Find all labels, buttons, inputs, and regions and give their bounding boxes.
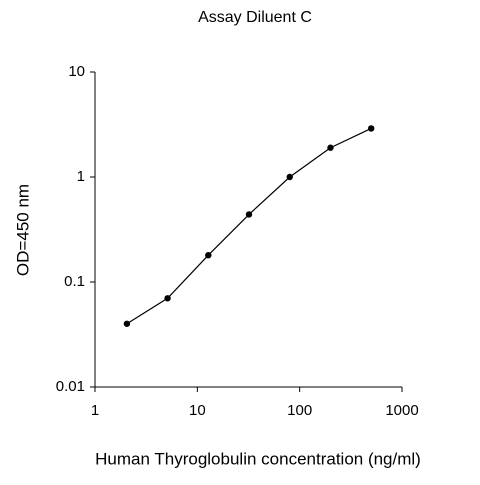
x-tick-label: 1: [91, 402, 99, 419]
point: [327, 144, 334, 151]
x-tick-label: 10: [189, 402, 206, 419]
x-axis-label: Human Thyroglobulin concentration (ng/ml…: [95, 449, 421, 468]
y-tick-label: 10: [68, 63, 85, 80]
y-axis-label: OD=450 nm: [13, 184, 32, 276]
y-tick-label: 0.01: [56, 378, 85, 395]
x-tick-label: 100: [287, 402, 312, 419]
y-tick-label: 1: [77, 168, 85, 185]
chart-title: Assay Diluent C: [198, 9, 312, 26]
point: [123, 320, 131, 327]
point: [286, 173, 293, 181]
point: [205, 251, 212, 259]
y-tick-label: 0.1: [64, 273, 85, 290]
point: [367, 125, 375, 132]
line: [126, 127, 372, 325]
x-tick-label: 1000: [385, 402, 418, 419]
point: [164, 295, 171, 302]
point: [245, 211, 253, 218]
